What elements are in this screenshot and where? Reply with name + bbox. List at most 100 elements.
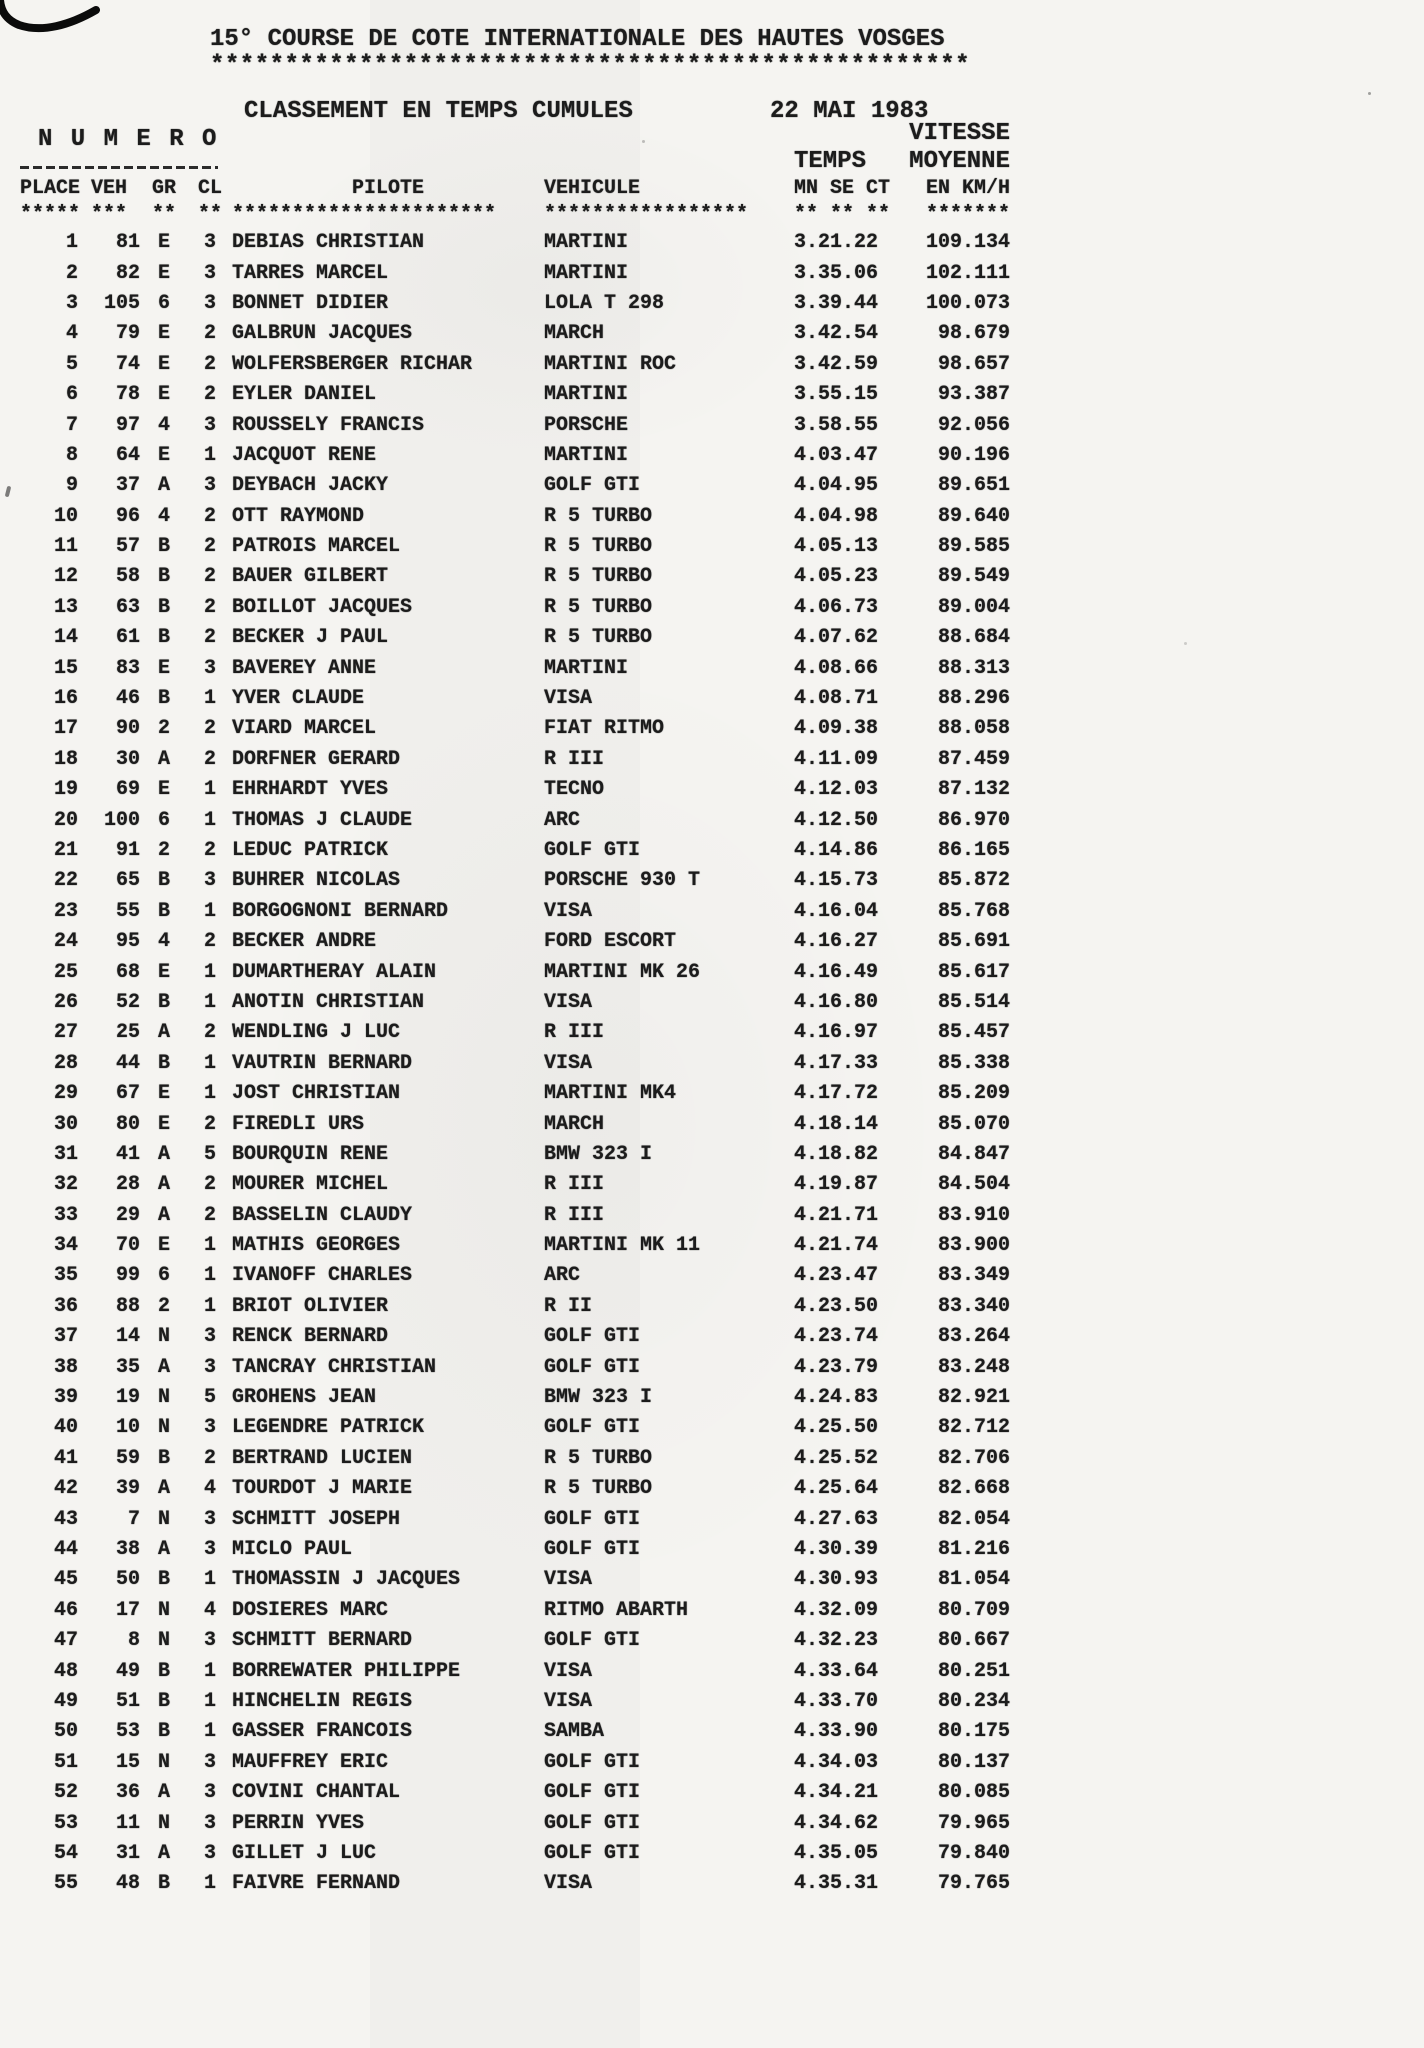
result-row: 31 41 A 5 BOURQUIN RENE BMW 323 I 4.18.82 84.84… (20, 1140, 1010, 1170)
cell-cl: 4 (203, 1477, 216, 1501)
cell-place: 2 (65, 261, 78, 285)
cell-place: 14 (53, 626, 78, 650)
cell-vehicule: GOLF GTI (544, 1355, 641, 1379)
cell-veh: 70 (115, 1234, 140, 1258)
cell-pilote: DORFNER GERARD (232, 747, 401, 771)
cell-vehicule: MARTINI MK4 (544, 1082, 677, 1106)
cell-vitesse: 83.340 (937, 1294, 1010, 1318)
cell-place: 50 (53, 1720, 78, 1744)
cell-place: 41 (53, 1446, 78, 1470)
result-row: 42 39 A 4 TOURDOT J MARIE R 5 TURBO 4.25.64 82.… (20, 1474, 1010, 1504)
separator-gr: ** (151, 203, 176, 226)
cell-vitesse: 89.585 (937, 535, 1010, 559)
result-row: 10 96 4 2 OTT RAYMOND R 5 TURBO 4.04.98 89.640 (20, 502, 1010, 532)
result-row: 43 7 N 3 SCHMITT JOSEPH GOLF GTI 4.27.63 82.054 (20, 1504, 1010, 1534)
result-row: 40 10 N 3 LEGENDRE PATRICK GOLF GTI 4.25.50 82.… (20, 1413, 1010, 1443)
cell-gr: B (157, 687, 170, 711)
cell-cl: 5 (203, 1386, 216, 1410)
cell-veh: 11 (115, 1811, 140, 1835)
cell-vehicule: GOLF GTI (544, 1416, 641, 1440)
cell-veh: 19 (115, 1386, 140, 1410)
cell-gr: A (157, 1355, 170, 1379)
cell-temps: 4.23.74 (794, 1325, 879, 1349)
cell-cl: 1 (203, 1689, 216, 1713)
cell-pilote: PATROIS MARCEL (232, 535, 401, 559)
cell-cl: 3 (203, 1750, 216, 1774)
cell-veh: 59 (115, 1446, 140, 1470)
cell-gr: A (157, 474, 170, 498)
cell-gr: 6 (157, 1264, 170, 1288)
cell-temps: 4.14.86 (794, 839, 879, 862)
cell-temps: 4.16.04 (794, 899, 879, 923)
result-row: 41 59 B 2 BERTRAND LUCIEN R 5 TURBO 4.25.52 82.… (20, 1444, 1010, 1474)
cell-vitesse: 80.251 (937, 1659, 1010, 1683)
cell-cl: 3 (203, 1507, 216, 1531)
cell-cl: 3 (203, 474, 216, 498)
cell-veh: 57 (115, 535, 140, 559)
cell-vehicule: BMW 323 I (544, 1386, 653, 1410)
result-row: 24 95 4 2 BECKER ANDRE FORD ESCORT 4.16.27 85.6… (20, 927, 1010, 957)
cell-pilote: BOILLOT JACQUES (232, 595, 413, 619)
cell-veh: 30 (115, 747, 140, 771)
cell-temps: 4.34.21 (794, 1781, 879, 1805)
cell-temps: 4.33.70 (794, 1689, 879, 1713)
cell-vehicule: MARTINI ROC (544, 352, 677, 376)
cell-gr: 2 (157, 1294, 170, 1318)
cell-vitesse: 85.457 (937, 1021, 1010, 1045)
result-row: 8 64 E 1 JACQUOT RENE MARTINI 4.03.47 90.196 (20, 441, 1010, 471)
cell-vitesse: 109.134 (925, 231, 1010, 255)
cell-vitesse: 85.514 (937, 990, 1010, 1014)
cell-veh: 8 (127, 1629, 140, 1653)
cell-veh: 58 (115, 565, 140, 589)
cell-gr: N (157, 1325, 170, 1349)
cell-place: 34 (53, 1234, 78, 1258)
cell-vehicule: VISA (544, 1689, 593, 1713)
cell-temps: 4.33.64 (794, 1659, 879, 1683)
cell-temps: 4.09.38 (794, 717, 879, 741)
cell-vitesse: 85.872 (937, 869, 1010, 893)
cell-gr: A (157, 1021, 170, 1045)
cell-temps: 4.06.73 (794, 595, 879, 619)
result-row: 36 88 2 1 BRIOT OLIVIER R II 4.23.50 83.340 (20, 1292, 1010, 1322)
cell-vehicule: FIAT RITMO (544, 717, 665, 741)
cell-vehicule: R III (544, 1021, 605, 1045)
cell-pilote: LEDUC PATRICK (232, 839, 389, 862)
cell-temps: 4.17.72 (794, 1082, 879, 1106)
cell-temps: 4.34.03 (794, 1750, 879, 1774)
cell-vehicule: FORD ESCORT (544, 930, 677, 954)
result-row: 3 105 6 3 BONNET DIDIER LOLA T 298 3.39.44 100.… (20, 289, 1010, 319)
cell-cl: 3 (203, 1781, 216, 1805)
cell-pilote: BAVEREY ANNE (232, 656, 377, 680)
cell-vehicule: GOLF GTI (544, 1537, 641, 1561)
cell-pilote: BECKER J PAUL (232, 626, 389, 650)
cell-vitesse: 80.137 (937, 1750, 1010, 1774)
cell-place: 31 (53, 1142, 78, 1166)
cell-cl: 2 (203, 1021, 216, 1045)
cell-place: 43 (53, 1507, 78, 1531)
cell-gr: 2 (157, 839, 170, 862)
separator-vehicule: ***************** (544, 203, 749, 226)
cell-gr: A (157, 1841, 170, 1865)
result-row: 37 14 N 3 RENCK BERNARD GOLF GTI 4.23.74 83.264 (20, 1322, 1010, 1352)
cell-temps: 4.16.80 (794, 990, 879, 1014)
cell-place: 20 (53, 808, 78, 832)
cell-place: 15 (53, 656, 78, 680)
cell-vehicule: R II (544, 1294, 593, 1318)
cell-pilote: IVANOFF CHARLES (232, 1264, 413, 1288)
cell-place: 46 (53, 1598, 78, 1622)
cell-veh: 17 (115, 1598, 140, 1622)
cell-place: 12 (53, 565, 78, 589)
cell-gr: 4 (157, 504, 170, 528)
cell-gr: E (157, 352, 170, 376)
cell-veh: 53 (115, 1720, 140, 1744)
cell-cl: 3 (203, 869, 216, 893)
cell-vehicule: MARTINI MK 11 (544, 1234, 701, 1258)
cell-vehicule: MARTINI MK 26 (544, 960, 701, 984)
cell-vitesse: 83.264 (937, 1325, 1010, 1349)
cell-cl: 1 (203, 1872, 216, 1896)
cell-temps: 3.21.22 (794, 231, 879, 255)
cell-vitesse: 79.840 (937, 1841, 1010, 1865)
cell-pilote: MAUFFREY ERIC (232, 1750, 389, 1774)
cell-gr: N (157, 1811, 170, 1835)
result-row: 20 100 6 1 THOMAS J CLAUDE ARC 4.12.50 86.970 (20, 805, 1010, 835)
